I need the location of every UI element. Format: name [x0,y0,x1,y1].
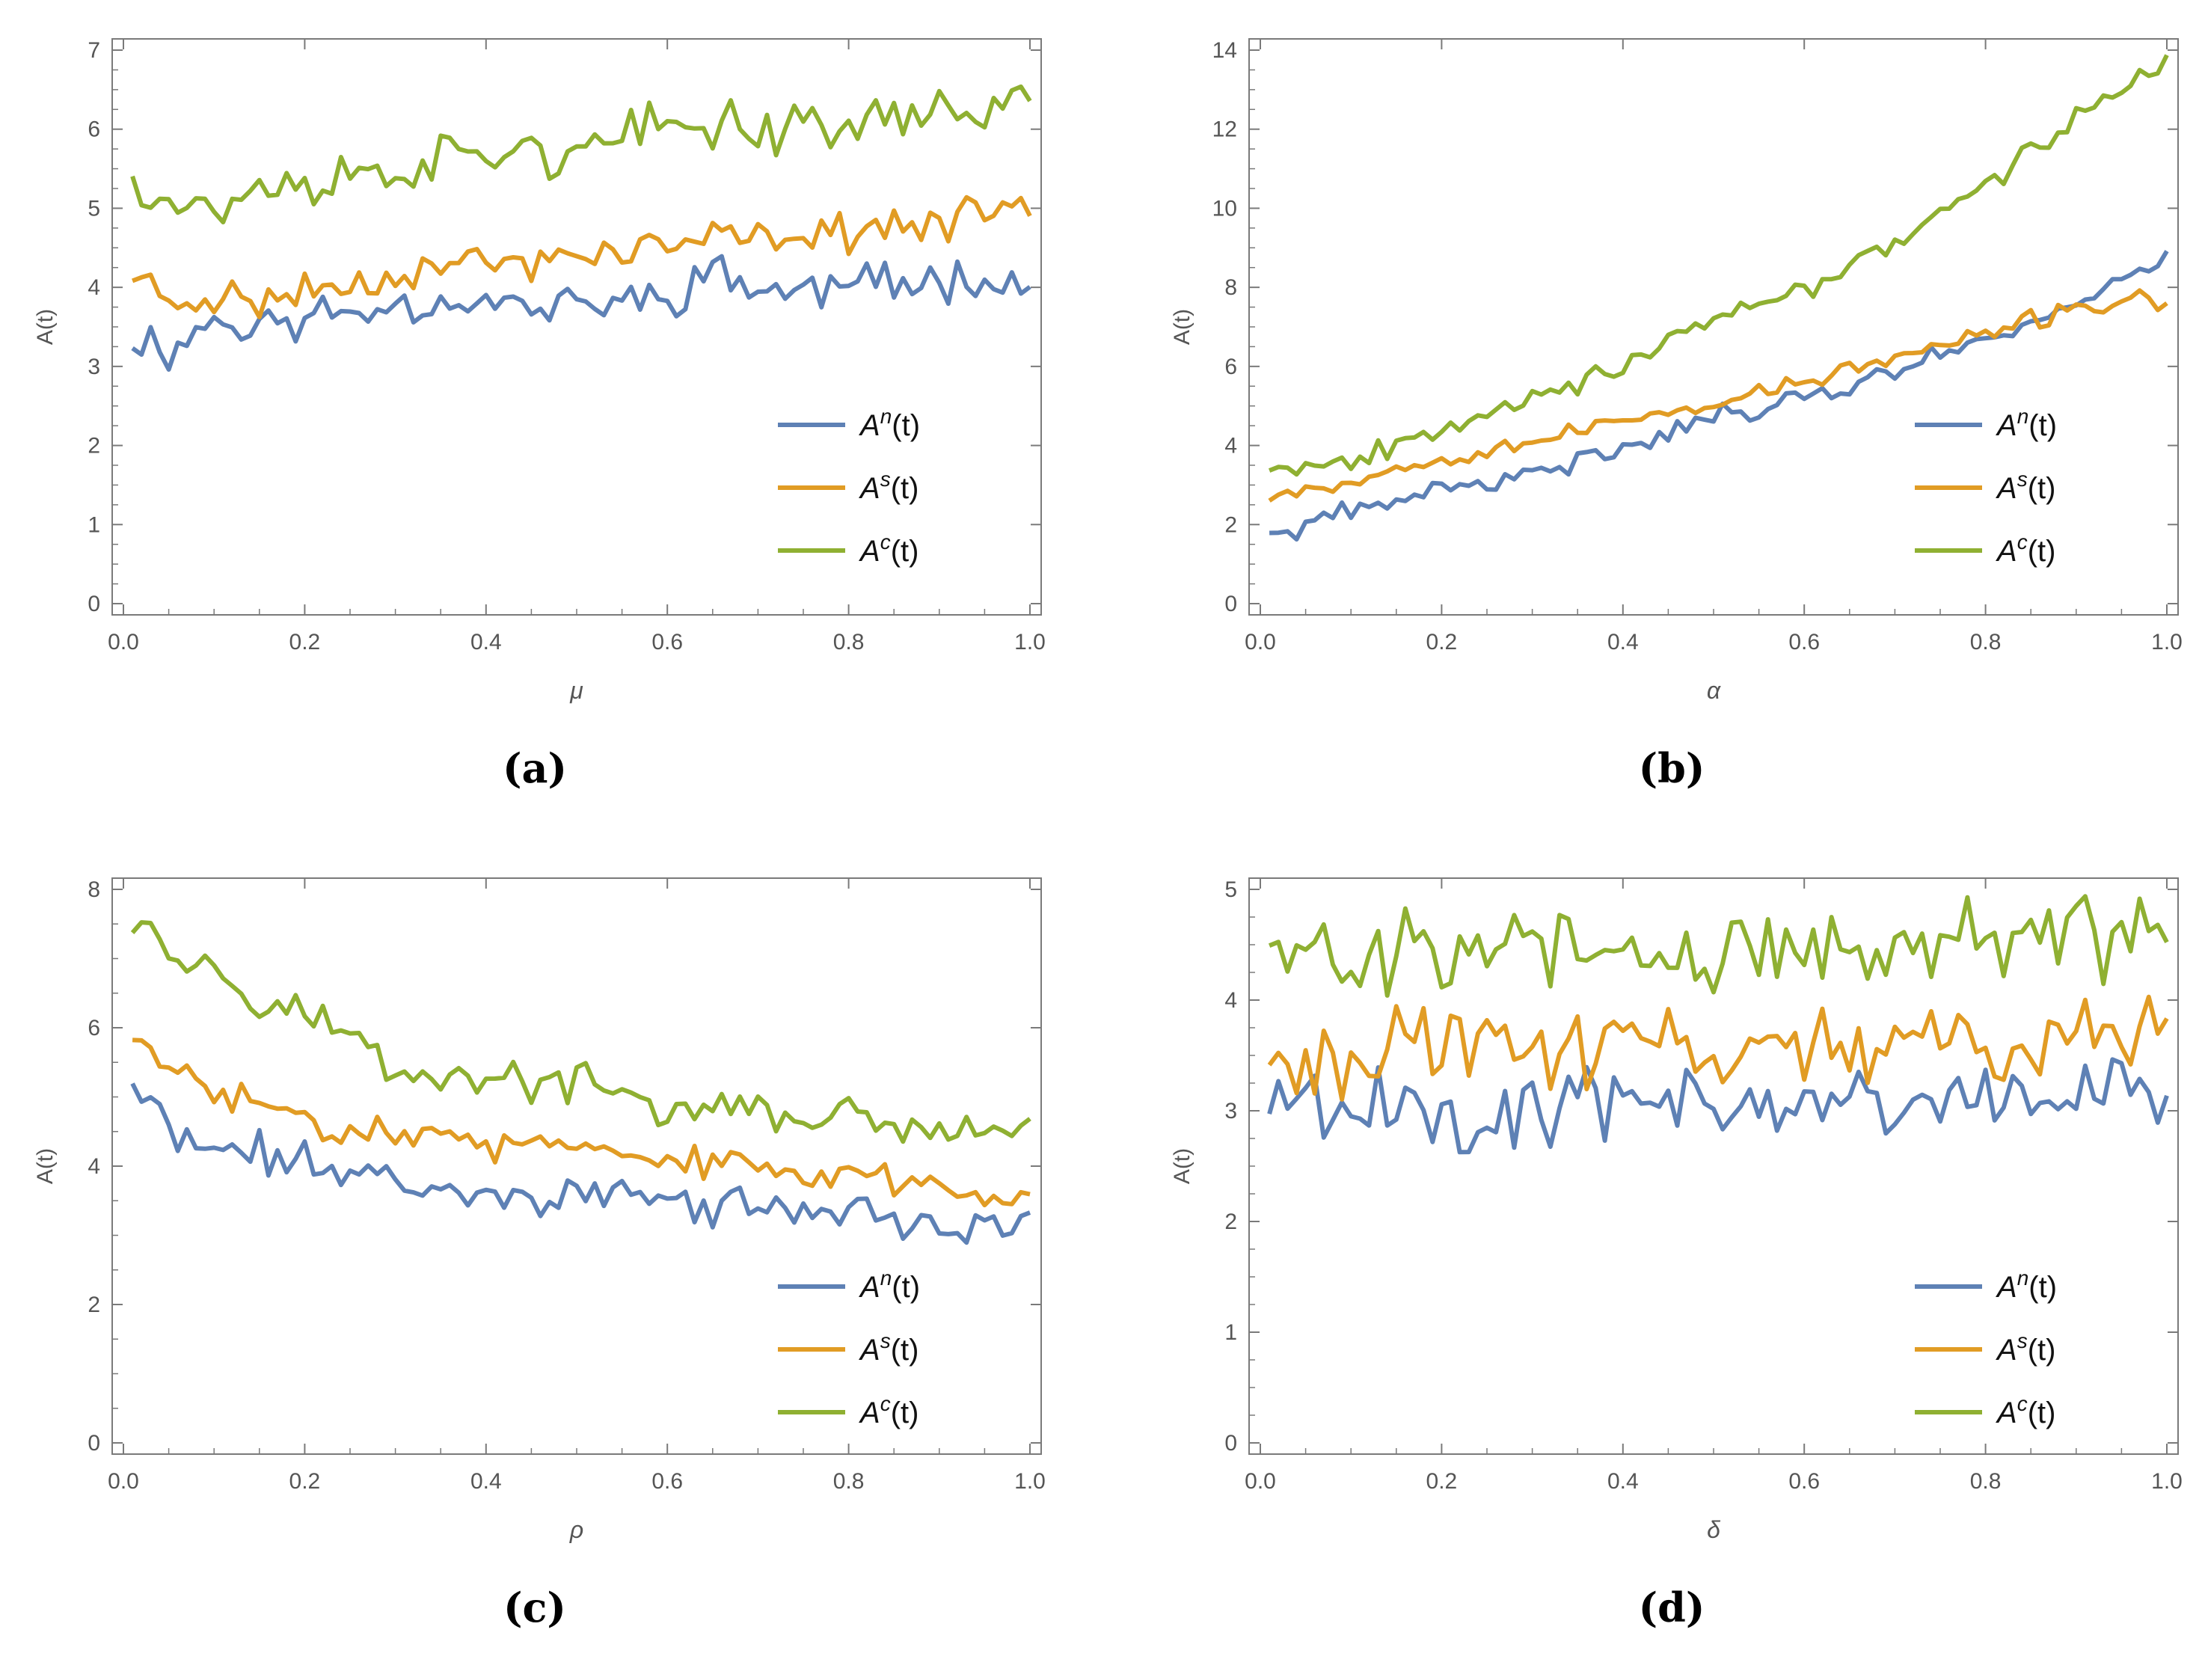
y-axis-label: A(t) [33,1148,58,1184]
y-tick-label: 2 [88,1293,100,1317]
legend-label-c: Ac(t) [1996,1392,2055,1429]
x-tick-label: 0.8 [1970,1469,2002,1494]
plot-frame [1248,877,2179,1455]
y-tick-label: 6 [1224,355,1237,379]
legend-label-s: As(t) [1996,467,2055,505]
y-tick-label: 8 [88,877,100,902]
x-axis-label: δ [1707,1516,1721,1543]
legend-label-s: As(t) [1996,1329,2055,1367]
chart-panel-a: 0.0 0.2 0.4 0.6 0.8 1.0 0 1 2 3 4 5 6 7 μ A(t) An(t) As(t… [0,0,1065,823]
legend-label-s: As(t) [859,467,918,505]
x-axis-label: ρ [569,1516,583,1543]
y-tick-label: 12 [1212,117,1237,142]
y-tick-label: 0 [88,592,100,616]
x-tick-label: 0.4 [1607,1469,1639,1494]
y-axis-label: A(t) [1170,309,1194,345]
series-line-n [1267,1057,2169,1155]
legend-label-c: Ac(t) [859,530,918,568]
panel-caption: (d) [1638,1584,1705,1631]
chart-panel-c: 0.0 0.2 0.4 0.6 0.8 1.0 0 2 4 6 8 ρ A(t) An(t) As(t) Ac… [0,839,1065,1662]
x-tick-label: 0.4 [1607,630,1639,654]
x-tick-label: 0.2 [289,1469,321,1494]
y-tick-label: 6 [88,1016,100,1040]
y-tick-label: 5 [1224,877,1237,902]
x-tick-label: 0.0 [108,630,139,654]
y-tick-label: 3 [88,355,100,379]
legend-label-n: An(t) [1996,1266,2057,1304]
plot-frame [111,877,1042,1455]
y-tick-label: 2 [88,434,100,459]
x-tick-label: 1.0 [1014,630,1046,654]
x-tick-label: 0.6 [651,1469,683,1494]
x-tick-label: 0.2 [289,630,321,654]
x-axis-label: μ [569,677,583,704]
chart-d: 0.0 0.2 0.4 0.6 0.8 1.0 0 1 2 3 4 5 δ A(t) An(t) As(t) A… [1170,877,2183,1543]
series-line-n [130,1082,1031,1245]
series-line-c [130,920,1031,1144]
series-line-n [1269,250,2169,542]
y-tick-label: 4 [1224,988,1237,1013]
y-tick-label: 3 [1224,1099,1237,1123]
x-tick-label: 0.2 [1426,630,1458,654]
x-tick-label: 0.6 [651,630,683,654]
x-tick-label: 0.0 [108,1469,139,1494]
x-tick-label: 0.2 [1426,1469,1458,1494]
series-line-s [132,1037,1031,1208]
y-tick-label: 8 [1224,275,1237,300]
y-tick-label: 5 [88,196,100,221]
y-tick-label: 1 [1224,1320,1237,1345]
series-line-s [1267,994,2169,1102]
x-axis-label: α [1707,677,1721,704]
legend-label-n: An(t) [1996,405,2057,442]
x-tick-label: 0.8 [833,1469,865,1494]
legend-label-n: An(t) [859,1266,920,1304]
y-tick-label: 7 [88,38,100,63]
chart-c: 0.0 0.2 0.4 0.6 0.8 1.0 0 2 4 6 8 ρ A(t) An(t) As(t) Ac… [33,877,1046,1543]
legend-label-c: Ac(t) [1996,530,2055,568]
y-tick-label: 0 [1224,1431,1237,1456]
x-tick-label: 0.0 [1245,630,1276,654]
chart-b: 0.0 0.2 0.4 0.6 0.8 1.0 0 2 4 6 8 10 12 14 α A(t) An(t) A… [1170,38,2183,704]
y-tick-label: 2 [1224,1210,1237,1234]
legend-label-c: Ac(t) [859,1392,918,1429]
y-tick-label: 4 [88,275,100,300]
legend-label-s: As(t) [859,1329,918,1367]
series-line-c [1268,54,2169,477]
x-tick-label: 1.0 [2151,630,2183,654]
x-tick-label: 1.0 [2151,1469,2183,1494]
x-tick-label: 0.0 [1245,1469,1276,1494]
y-tick-label: 0 [88,1431,100,1456]
x-tick-label: 0.8 [1970,630,2002,654]
y-tick-label: 0 [1224,592,1237,616]
x-tick-label: 0.4 [470,630,502,654]
x-tick-label: 0.8 [833,630,865,654]
y-tick-label: 4 [88,1154,100,1179]
series-line-s [1268,288,2168,503]
series-line-n [131,254,1031,372]
series-line-c [1268,894,2169,998]
y-tick-label: 6 [88,117,100,142]
x-tick-label: 1.0 [1014,1469,1046,1494]
chart-panel-b: 0.0 0.2 0.4 0.6 0.8 1.0 0 2 4 6 8 10 12 14 α A(t) An(t) A… [1137,0,2202,823]
y-axis-label: A(t) [33,309,58,345]
y-tick-label: 1 [88,512,100,537]
x-tick-label: 0.6 [1788,630,1820,654]
legend-label-n: An(t) [859,405,920,442]
series-line-c [130,84,1032,224]
x-tick-label: 0.6 [1788,1469,1820,1494]
series-line-s [132,194,1032,319]
y-tick-label: 4 [1224,434,1237,459]
y-tick-label: 14 [1212,38,1237,63]
panel-caption: (a) [502,744,568,792]
panel-caption: (b) [1638,744,1705,792]
y-tick-label: 2 [1224,512,1237,537]
y-axis-label: A(t) [1170,1148,1194,1184]
chart-a: 0.0 0.2 0.4 0.6 0.8 1.0 0 1 2 3 4 5 6 7 μ A(t) An(t) As(t… [33,38,1046,704]
chart-panel-d: 0.0 0.2 0.4 0.6 0.8 1.0 0 1 2 3 4 5 δ A(t) An(t) As(t) A… [1137,839,2202,1662]
x-tick-label: 0.4 [470,1469,502,1494]
panel-caption: (c) [503,1584,566,1631]
y-tick-label: 10 [1212,196,1237,221]
